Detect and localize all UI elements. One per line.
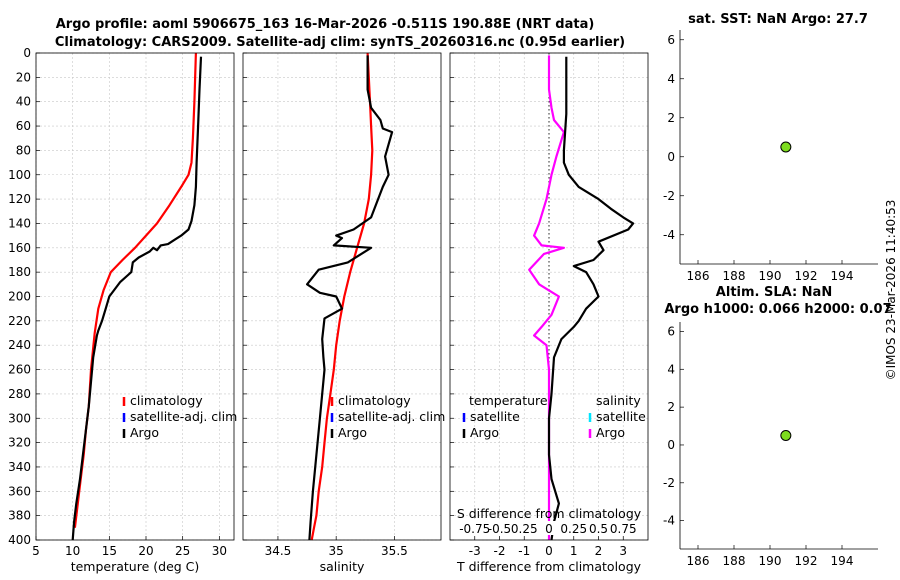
depth-tick-label: 20 bbox=[16, 70, 31, 84]
sla-xtick-label: 188 bbox=[723, 554, 746, 568]
depth-tick-label: 260 bbox=[8, 363, 31, 377]
sst-xtick-label: 192 bbox=[795, 269, 818, 283]
salinity-difference-tick-label: 0.25 bbox=[511, 522, 538, 536]
profile-panel-frame bbox=[35, 52, 235, 541]
differences-xtick-label: -1 bbox=[518, 544, 530, 558]
depth-tick-label: 280 bbox=[8, 387, 31, 401]
depth-tick-label: 60 bbox=[16, 119, 31, 133]
depth-tick-label: 100 bbox=[8, 168, 31, 182]
sst-ytick-label: 6 bbox=[667, 33, 675, 47]
temperature-argo-line bbox=[71, 56, 203, 541]
salinity-difference-tick-label: 0.25 bbox=[560, 522, 587, 536]
sst-ytick-label: 0 bbox=[667, 150, 675, 164]
temperature-xtick-label: 30 bbox=[212, 544, 227, 558]
sst-point bbox=[780, 141, 792, 153]
depth-tick-label: 240 bbox=[8, 338, 31, 352]
depth-tick-label: 380 bbox=[8, 509, 31, 523]
differences-xlabel: T difference from climatology bbox=[456, 559, 642, 574]
salinity-axis-label-bg bbox=[454, 521, 644, 535]
sla-ytick-label: 2 bbox=[667, 400, 675, 414]
salinity-xtick-label: 35.5 bbox=[381, 544, 408, 558]
depth-tick-label: 0 bbox=[23, 46, 31, 60]
depth-tick-label: 360 bbox=[8, 484, 31, 498]
difference-legend-salinity-title: salinity bbox=[596, 393, 641, 408]
differences-xtick-label: -2 bbox=[494, 544, 506, 558]
temperature-xtick-label: 20 bbox=[138, 544, 153, 558]
differences-xtick-label: -3 bbox=[469, 544, 481, 558]
differences-xtick-label: 1 bbox=[570, 544, 578, 558]
salinity-xtick-label: 35 bbox=[329, 544, 344, 558]
temperature-xtick-label: 10 bbox=[65, 544, 80, 558]
profile-panel-frame bbox=[449, 52, 649, 541]
sst-xtick-label: 190 bbox=[759, 269, 782, 283]
sla-xtick-label: 194 bbox=[831, 554, 854, 568]
difference-legend-label: satellite bbox=[596, 409, 646, 424]
sla-point bbox=[780, 430, 792, 441]
temperature-xtick-label: 5 bbox=[32, 544, 40, 558]
temperature-difference-line bbox=[547, 56, 635, 541]
sla-ytick-label: 6 bbox=[667, 324, 675, 338]
sst-xtick-label: 188 bbox=[723, 269, 746, 283]
temperature-legend-label: climatology bbox=[130, 393, 203, 408]
temperature-xlabel: temperature (deg C) bbox=[71, 559, 200, 574]
difference-legend-label: Argo bbox=[596, 425, 625, 440]
temperature-xtick-label: 25 bbox=[175, 544, 190, 558]
sst-ytick-label: -4 bbox=[663, 228, 675, 242]
sst-panel-title: sat. SST: NaN Argo: 27.7 bbox=[688, 12, 868, 27]
salinity-difference-tick-label: -0.75 bbox=[459, 522, 490, 536]
figure-title-line2: Climatology: CARS2009. Satellite-adj cli… bbox=[55, 35, 625, 50]
depth-tick-label: 140 bbox=[8, 216, 31, 230]
salinity-xlabel: salinity bbox=[320, 559, 365, 574]
difference-legend-temperature-title: temperature bbox=[469, 393, 548, 408]
salinity-difference-axis-label: S difference from climatology bbox=[457, 506, 642, 521]
depth-tick-label: 40 bbox=[16, 95, 31, 109]
sla-xtick-label: 190 bbox=[759, 554, 782, 568]
sst-ytick-label: 4 bbox=[667, 72, 675, 86]
sla-ytick-label: 4 bbox=[667, 362, 675, 376]
salinity-difference-tick-label: 0.5 bbox=[589, 522, 608, 536]
salinity-difference-line bbox=[528, 55, 566, 540]
salinity-argo-line bbox=[306, 55, 394, 541]
depth-tick-label: 180 bbox=[8, 265, 31, 279]
difference-legend-label: satellite bbox=[470, 409, 520, 424]
sla-ytick-label: -4 bbox=[663, 514, 675, 528]
salinity-difference-tick-label: 0 bbox=[545, 522, 553, 536]
salinity-difference-tick-label: -0.5 bbox=[488, 522, 511, 536]
differences-xtick-label: 2 bbox=[595, 544, 603, 558]
figure-title-line1: Argo profile: aoml 5906675_163 16-Mar-20… bbox=[56, 17, 595, 32]
sla-panel-subtitle: Argo h1000: 0.066 h2000: 0.07 bbox=[664, 302, 891, 317]
depth-tick-label: 160 bbox=[8, 241, 31, 255]
sst-xtick-label: 194 bbox=[831, 269, 854, 283]
differences-xtick-label: 3 bbox=[619, 544, 627, 558]
depth-tick-label: 320 bbox=[8, 436, 31, 450]
temperature-legend-label: Argo bbox=[130, 425, 159, 440]
sla-xtick-label: 186 bbox=[687, 554, 710, 568]
depth-tick-label: 400 bbox=[8, 533, 31, 547]
sla-ytick-label: 0 bbox=[667, 438, 675, 452]
sst-ytick-label: -2 bbox=[663, 189, 675, 203]
sla-panel-title: Altim. SLA: NaN bbox=[716, 285, 832, 300]
salinity-legend-label: climatology bbox=[338, 393, 411, 408]
salinity-legend-label: Argo bbox=[338, 425, 367, 440]
sst-xtick-label: 186 bbox=[687, 269, 710, 283]
difference-legend-label: Argo bbox=[470, 425, 499, 440]
depth-tick-label: 220 bbox=[8, 314, 31, 328]
profile-panel-frame bbox=[242, 52, 442, 541]
depth-tick-label: 300 bbox=[8, 411, 31, 425]
salinity-legend-label: satellite-adj. clim bbox=[338, 409, 445, 424]
depth-tick-label: 200 bbox=[8, 290, 31, 304]
salinity-xtick-label: 34.5 bbox=[265, 544, 292, 558]
sla-ytick-label: -2 bbox=[663, 476, 675, 490]
differences-xtick-label: 0 bbox=[545, 544, 553, 558]
temperature-xtick-label: 15 bbox=[102, 544, 117, 558]
sla-xtick-label: 192 bbox=[795, 554, 818, 568]
depth-tick-label: 80 bbox=[16, 143, 31, 157]
salinity-difference-tick-label: 0.75 bbox=[610, 522, 637, 536]
sst-ytick-label: 2 bbox=[667, 111, 675, 125]
temperature-legend-label: satellite-adj. clim bbox=[130, 409, 237, 424]
depth-tick-label: 120 bbox=[8, 192, 31, 206]
imos-timestamp: ©IMOS 23-Mar-2026 11:40:53 bbox=[884, 200, 898, 381]
depth-tick-label: 340 bbox=[8, 460, 31, 474]
